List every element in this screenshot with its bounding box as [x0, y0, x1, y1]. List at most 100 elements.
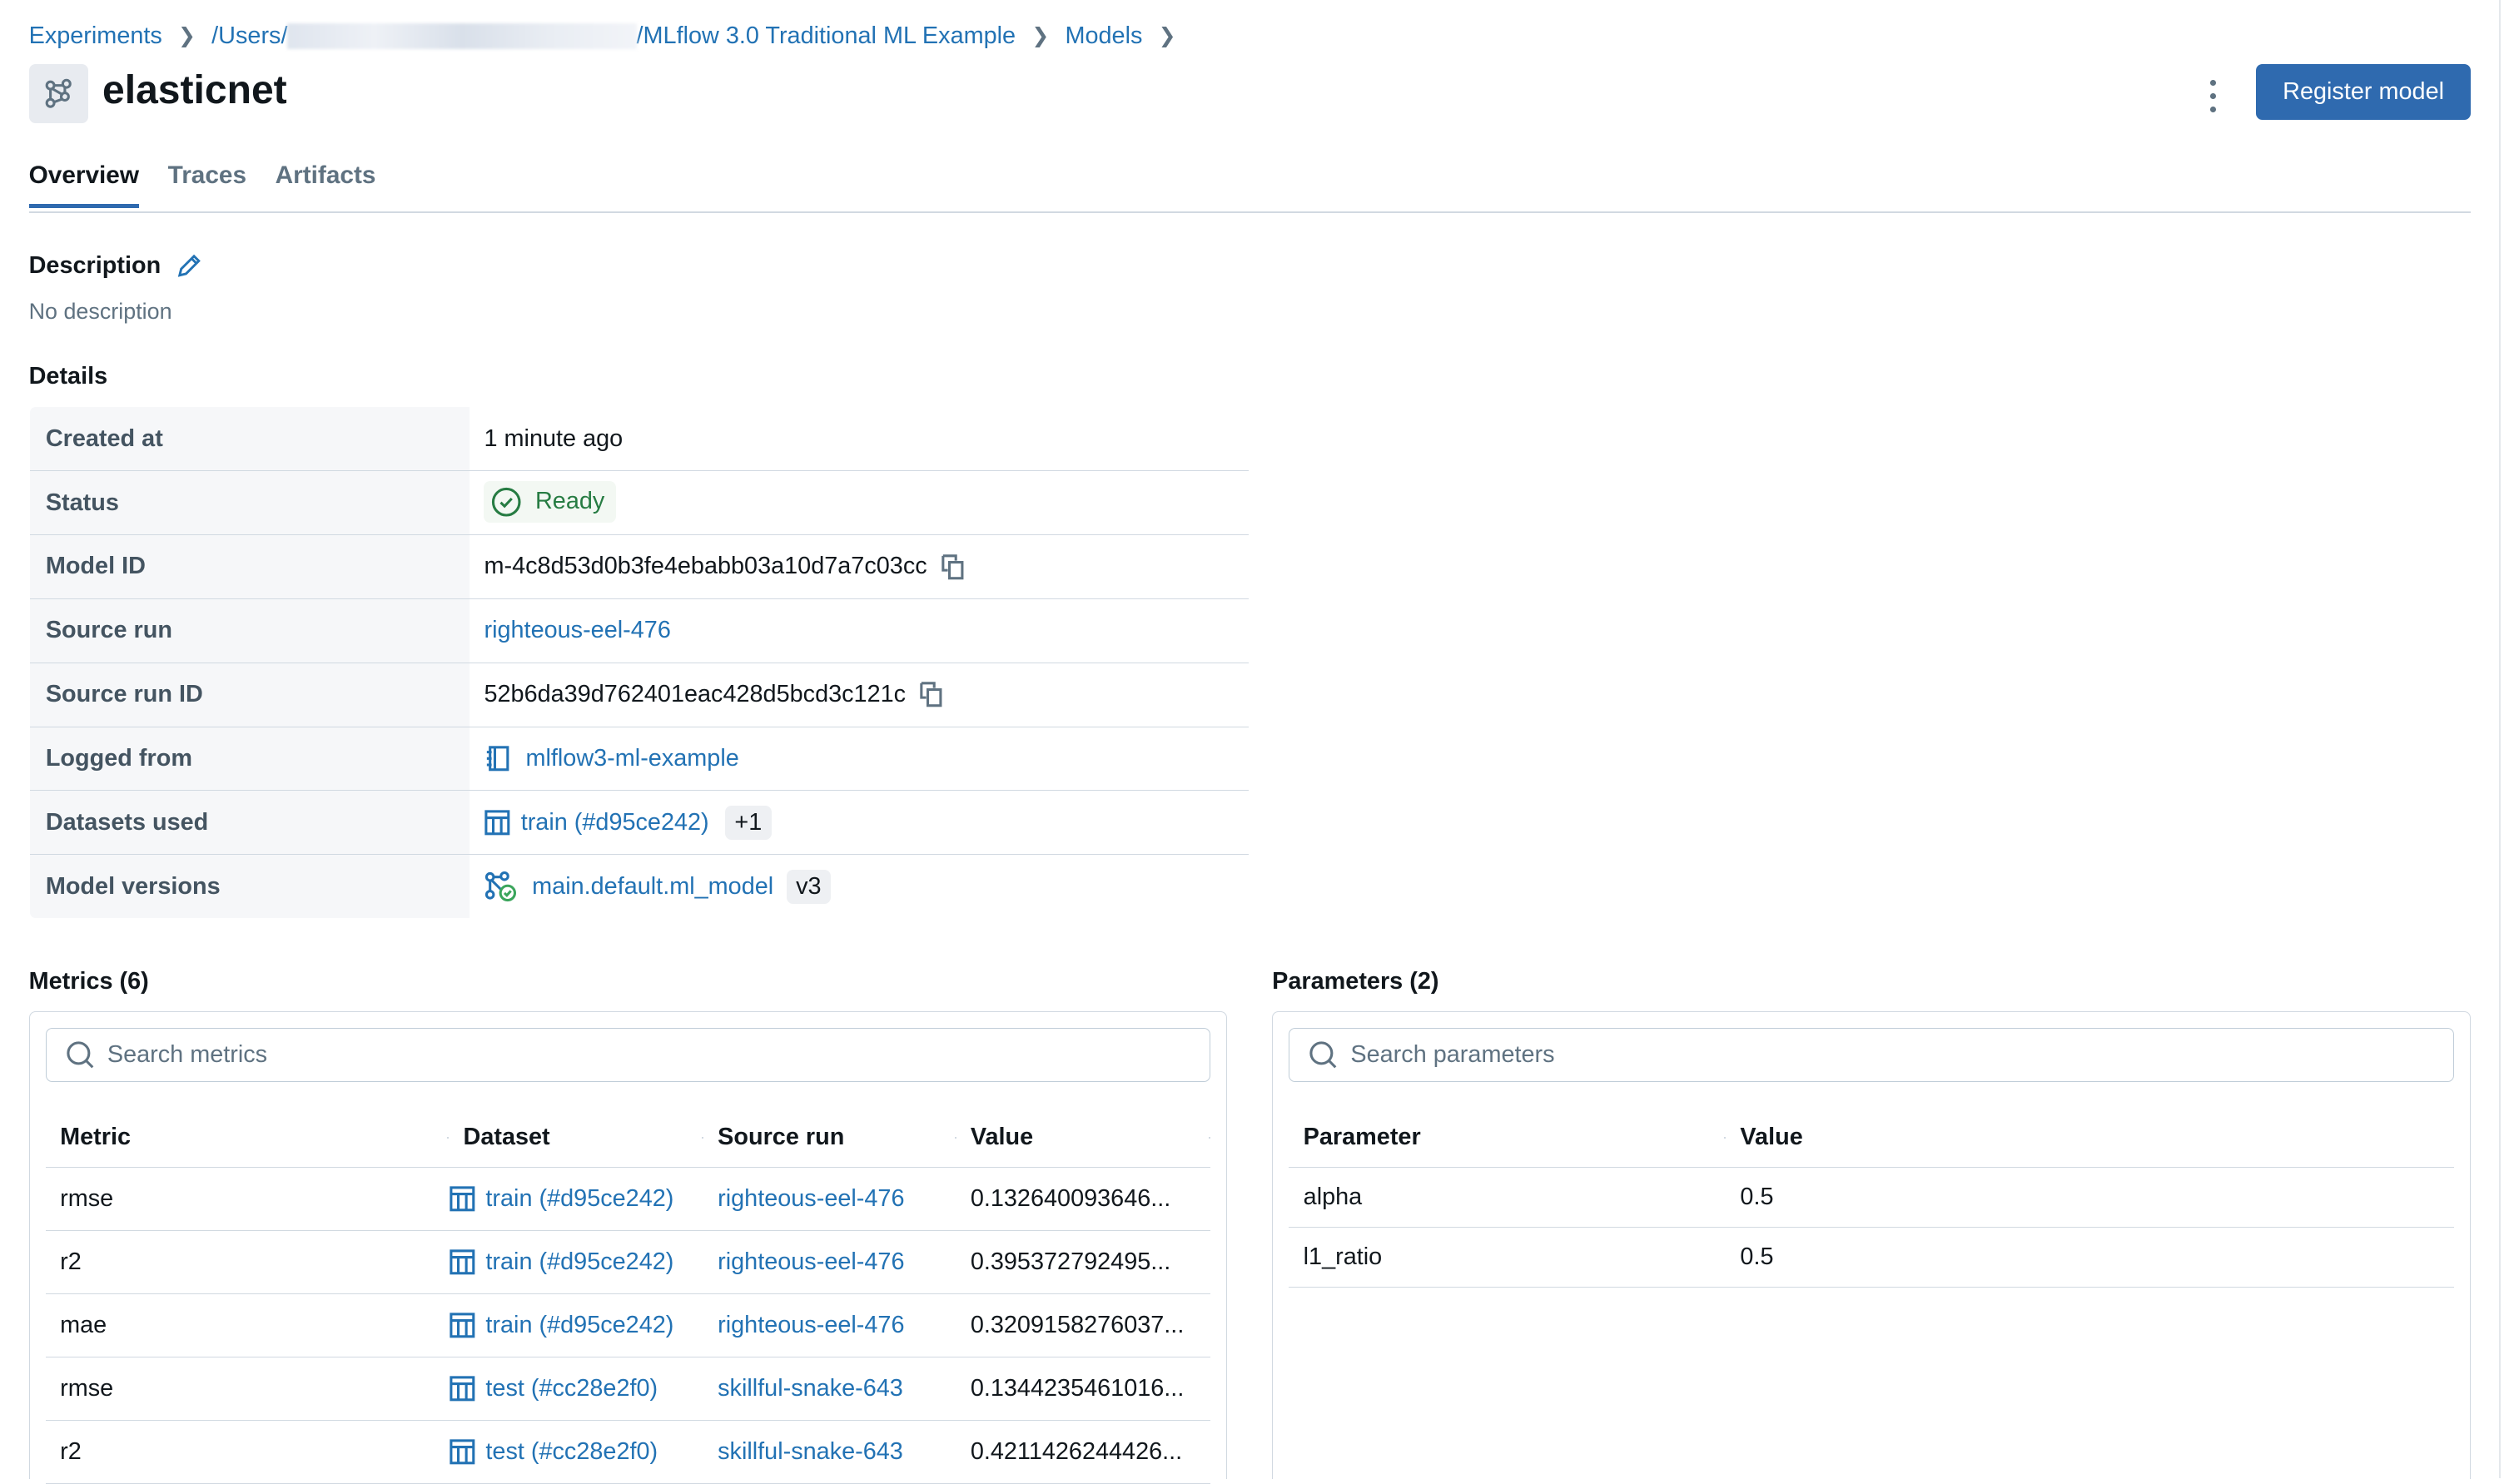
- metrics-search-input[interactable]: Search metrics: [45, 1028, 1211, 1083]
- copy-icon[interactable]: [940, 553, 969, 582]
- metric-row: r2 train (#d95ce242) righteous-eel-476 0…: [45, 1231, 1211, 1295]
- col-metric[interactable]: Metric: [46, 1124, 450, 1151]
- metric-source-run[interactable]: righteous-eel-476: [703, 1185, 956, 1213]
- col-param-value[interactable]: Value: [1740, 1124, 1803, 1151]
- metric-name: mae: [60, 1312, 107, 1339]
- tab-artifacts[interactable]: Artifacts: [275, 161, 376, 190]
- metric-name: r2: [60, 1438, 82, 1466]
- search-icon: [67, 1041, 94, 1069]
- metrics-panel: Search metrics Metric Dataset Source run…: [28, 1010, 1228, 1484]
- metric-dataset[interactable]: test (#cc28e2f0): [449, 1438, 703, 1466]
- dataset-link[interactable]: test (#cc28e2f0): [485, 1375, 658, 1402]
- pencil-icon[interactable]: [175, 251, 204, 280]
- register-model-button[interactable]: Register model: [2256, 63, 2471, 121]
- parameter-name: l1_ratio: [1303, 1243, 1383, 1271]
- run-link[interactable]: righteous-eel-476: [718, 1185, 905, 1213]
- source-run-id-value: 52b6da39d762401eac428d5bcd3c121c: [484, 681, 907, 708]
- parameters-header-row: Parameter Value: [1289, 1108, 2454, 1169]
- parameter-value: 0.5: [1740, 1184, 1774, 1211]
- metric-name: rmse: [60, 1185, 114, 1213]
- metric-name: r2: [60, 1248, 82, 1276]
- detail-row-status: Status Ready: [29, 470, 1250, 535]
- metric-value: 0.4211426244426...: [970, 1438, 1183, 1466]
- detail-row-created: Created at 1 minute ago: [29, 407, 1250, 471]
- dataset-link[interactable]: train (#d95ce242): [520, 808, 709, 836]
- metric-dataset[interactable]: train (#d95ce242): [449, 1185, 703, 1213]
- metric-value: 0.3209158276037...: [970, 1312, 1185, 1339]
- metrics-table: Metric Dataset Source run Value rmse tra…: [45, 1108, 1211, 1484]
- tab-overview[interactable]: Overview: [28, 161, 140, 209]
- table-icon: [450, 1439, 475, 1465]
- more-datasets-tag[interactable]: +1: [724, 806, 772, 840]
- run-link[interactable]: skillful-snake-643: [718, 1438, 903, 1466]
- col-value[interactable]: Value: [956, 1124, 1211, 1151]
- col-dataset[interactable]: Dataset: [449, 1124, 703, 1151]
- metric-name: rmse: [60, 1375, 114, 1402]
- description-text: No description: [28, 299, 172, 325]
- detail-row-source-run: Source run righteous-eel-476: [29, 598, 1250, 663]
- tabs: Overview Traces Artifacts: [28, 161, 376, 209]
- col-parameter[interactable]: Parameter: [1289, 1124, 1726, 1151]
- parameters-heading: Parameters (2): [1272, 967, 1439, 995]
- parameter-row: l1_ratio 0.5: [1289, 1228, 2454, 1288]
- logged-from-link[interactable]: mlflow3-ml-example: [525, 745, 739, 772]
- metric-dataset[interactable]: train (#d95ce242): [449, 1248, 703, 1276]
- breadcrumb: Experiments ❯ /Users/ /MLflow 3.0 Tradit…: [29, 22, 1192, 50]
- parameters-table: Parameter Value alpha 0.5 l1_ratio 0.5: [1289, 1108, 2454, 1288]
- run-link[interactable]: righteous-eel-476: [718, 1312, 905, 1339]
- page-title: elasticnet: [102, 67, 287, 112]
- metric-value: 0.132640093646...: [970, 1185, 1171, 1213]
- col-source-run[interactable]: Source run: [703, 1124, 956, 1151]
- breadcrumb-users[interactable]: /Users/: [211, 22, 288, 49]
- source-run-link[interactable]: righteous-eel-476: [484, 617, 671, 644]
- run-link[interactable]: skillful-snake-643: [718, 1375, 903, 1402]
- model-id-value: m-4c8d53d0b3fe4ebabb03a10d7a7c03cc: [484, 553, 927, 580]
- redacted-path: [287, 23, 637, 49]
- dataset-link[interactable]: test (#cc28e2f0): [485, 1438, 658, 1466]
- breadcrumb-models[interactable]: Models: [1065, 22, 1143, 49]
- run-link[interactable]: righteous-eel-476: [718, 1248, 905, 1276]
- metric-dataset[interactable]: test (#cc28e2f0): [449, 1375, 703, 1402]
- chevron-right-icon: ❯: [178, 24, 196, 48]
- parameter-value: 0.5: [1740, 1243, 1774, 1271]
- description-heading: Description: [29, 251, 204, 280]
- detail-row-model-id: Model ID m-4c8d53d0b3fe4ebabb03a10d7a7c03…: [29, 534, 1250, 599]
- breadcrumb-experiment[interactable]: /MLflow 3.0 Traditional ML Example: [636, 22, 1016, 49]
- detail-row-logged-from: Logged from mlflow3-ml-example: [29, 727, 1250, 791]
- metric-row: r2 test (#cc28e2f0) skillful-snake-643 0…: [45, 1421, 1211, 1484]
- metric-source-run[interactable]: skillful-snake-643: [703, 1375, 956, 1402]
- detail-row-source-run-id: Source run ID 52b6da39d762401eac428d5bcd3…: [29, 663, 1250, 727]
- copy-icon[interactable]: [918, 680, 947, 709]
- metric-value: 0.1344235461016...: [970, 1375, 1185, 1402]
- metric-source-run[interactable]: righteous-eel-476: [703, 1312, 956, 1339]
- chevron-right-icon: ❯: [1158, 24, 1176, 48]
- parameter-row: alpha 0.5: [1289, 1168, 2454, 1228]
- tab-traces[interactable]: Traces: [167, 161, 247, 190]
- dataset-link[interactable]: train (#d95ce242): [485, 1312, 674, 1339]
- registered-model-icon: [485, 871, 517, 902]
- table-icon: [450, 1313, 475, 1338]
- parameters-search-input[interactable]: Search parameters: [1289, 1028, 2454, 1083]
- version-tag: v3: [786, 869, 832, 904]
- chevron-right-icon: ❯: [1031, 24, 1050, 48]
- notebook-icon: [487, 746, 509, 772]
- metric-row: rmse train (#d95ce242) righteous-eel-476…: [45, 1168, 1211, 1232]
- metric-row: rmse test (#cc28e2f0) skillful-snake-643…: [45, 1357, 1211, 1422]
- metric-source-run[interactable]: righteous-eel-476: [703, 1248, 956, 1276]
- dataset-link[interactable]: train (#d95ce242): [485, 1185, 674, 1213]
- metrics-header-row: Metric Dataset Source run Value: [45, 1108, 1211, 1169]
- details-heading: Details: [28, 363, 108, 390]
- more-options-icon[interactable]: [2202, 77, 2224, 115]
- breadcrumb-experiments[interactable]: Experiments: [28, 22, 162, 49]
- model-version-link[interactable]: main.default.ml_model: [532, 872, 774, 900]
- description-title: Description: [28, 251, 161, 279]
- metric-dataset[interactable]: train (#d95ce242): [449, 1312, 703, 1339]
- table-icon: [450, 1376, 475, 1402]
- page-edge: [2499, 0, 2502, 1479]
- dataset-link[interactable]: train (#d95ce242): [485, 1248, 674, 1276]
- metric-source-run[interactable]: skillful-snake-643: [703, 1438, 956, 1466]
- details-table: Created at 1 minute ago Status Ready Model…: [28, 406, 1250, 920]
- check-circle-icon: [492, 487, 521, 517]
- table-icon: [484, 810, 510, 836]
